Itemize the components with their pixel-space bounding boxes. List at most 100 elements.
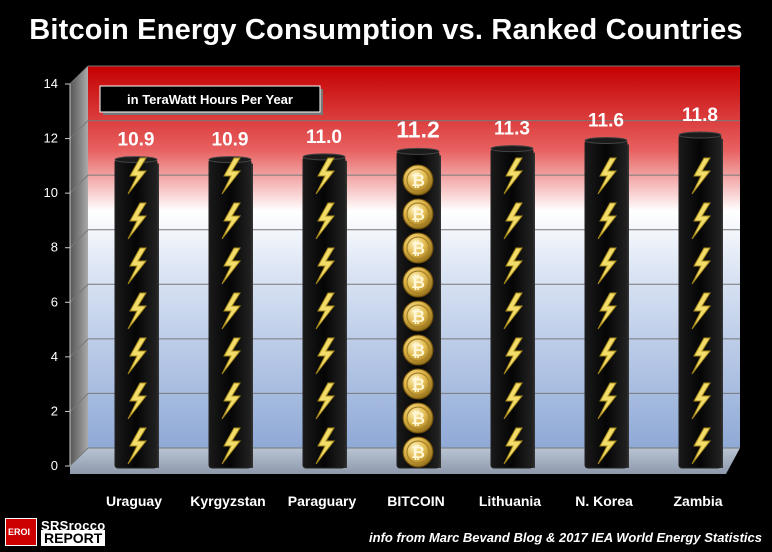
gridline-side bbox=[69, 229, 89, 249]
lightning-bolt-icon bbox=[691, 247, 712, 285]
bitcoin-symbol-icon: ₿ bbox=[411, 307, 425, 327]
lightning-bolt-icon bbox=[221, 202, 242, 240]
bitcoin-coin-ring bbox=[406, 304, 430, 328]
srsrocco-logo: EROI SRSrocco REPORT bbox=[5, 518, 128, 546]
lightning-bolt-icon bbox=[127, 382, 148, 420]
y-tick-label: 0 bbox=[51, 458, 58, 473]
bitcoin-symbol-icon: ₿ bbox=[411, 171, 425, 191]
bitcoin-symbol-icon: ₿ bbox=[411, 239, 425, 259]
logo-line2: REPORT bbox=[41, 530, 106, 546]
y-tick-label: 4 bbox=[51, 349, 58, 364]
gridline-side bbox=[69, 120, 89, 139]
lightning-bolt-icon bbox=[503, 292, 524, 330]
y-tick-label: 10 bbox=[44, 185, 58, 200]
bar-top bbox=[584, 136, 628, 144]
value-label: 11.3 bbox=[494, 119, 530, 140]
category-label: Zambia bbox=[673, 493, 722, 509]
lightning-bolt-icon bbox=[315, 292, 336, 330]
bitcoin-symbol-icon: ₿ bbox=[411, 273, 425, 293]
y-tick-label: 14 bbox=[44, 76, 58, 91]
value-label: 10.9 bbox=[212, 130, 249, 151]
bitcoin-coin-ring bbox=[406, 440, 430, 464]
lightning-bolt-icon bbox=[503, 427, 524, 465]
lightning-bolt-icon bbox=[315, 157, 336, 195]
lightning-bolt-icon bbox=[503, 202, 524, 240]
value-label: 11.2 bbox=[396, 116, 440, 142]
lightning-bolt-icon bbox=[503, 337, 524, 375]
lightning-bolt-icon bbox=[597, 337, 618, 375]
gridline-side bbox=[69, 65, 89, 85]
bitcoin-symbol-icon: ₿ bbox=[411, 443, 425, 463]
side-wall bbox=[70, 66, 88, 466]
bitcoin-coin-ring bbox=[406, 270, 430, 294]
gridline-side bbox=[69, 447, 89, 467]
bar-top bbox=[302, 153, 346, 161]
bitcoin-coin-ring bbox=[406, 168, 430, 192]
eroi-badge: EROI bbox=[5, 518, 37, 546]
bitcoin-coin-ring bbox=[406, 406, 430, 430]
lightning-bolt-icon bbox=[127, 247, 148, 285]
y-tick-label: 2 bbox=[51, 403, 58, 418]
bitcoin-symbol-icon: ₿ bbox=[411, 341, 425, 361]
lightning-bolt-icon bbox=[691, 427, 712, 465]
bitcoin-coin-ring bbox=[406, 372, 430, 396]
category-label: Lithuania bbox=[479, 493, 541, 509]
lightning-bolt-icon bbox=[597, 382, 618, 420]
lightning-bolt-icon bbox=[597, 157, 618, 195]
lightning-bolt-icon bbox=[221, 337, 242, 375]
bar-top bbox=[396, 147, 440, 155]
unit-label: in TeraWatt Hours Per Year bbox=[127, 92, 293, 107]
category-label: N. Korea bbox=[575, 493, 633, 509]
source-note: info from Marc Bevand Blog & 2017 IEA Wo… bbox=[369, 530, 762, 545]
logo-line1: SRSrocco bbox=[41, 518, 106, 533]
bar-top bbox=[114, 156, 158, 164]
y-tick-label: 8 bbox=[51, 240, 58, 255]
lightning-bolt-icon bbox=[221, 427, 242, 465]
lightning-bolt-icon bbox=[597, 292, 618, 330]
lightning-bolt-icon bbox=[691, 337, 712, 375]
lightning-bolt-icon bbox=[503, 157, 524, 195]
lightning-bolt-icon bbox=[221, 292, 242, 330]
lightning-bolt-icon bbox=[221, 157, 242, 195]
chart-title: Bitcoin Energy Consumption vs. Ranked Co… bbox=[29, 14, 743, 46]
category-label: Kyrgyzstan bbox=[190, 493, 265, 509]
y-tick-label: 6 bbox=[51, 294, 58, 309]
lightning-bolt-icon bbox=[315, 247, 336, 285]
bitcoin-symbol-icon: ₿ bbox=[411, 409, 425, 429]
lightning-bolt-icon bbox=[221, 382, 242, 420]
bitcoin-symbol-icon: ₿ bbox=[411, 375, 425, 395]
lightning-bolt-icon bbox=[127, 202, 148, 240]
lightning-bolt-icon bbox=[127, 157, 148, 195]
lightning-bolt-icon bbox=[503, 382, 524, 420]
lightning-bolt-icon bbox=[691, 202, 712, 240]
bitcoin-coin-ring bbox=[406, 236, 430, 260]
lightning-bolt-icon bbox=[597, 427, 618, 465]
lightning-bolt-icon bbox=[127, 427, 148, 465]
category-label: Paraguary bbox=[288, 493, 357, 509]
lightning-bolt-icon bbox=[315, 427, 336, 465]
lightning-bolt-icon bbox=[315, 382, 336, 420]
gridline-side bbox=[69, 393, 89, 412]
lightning-bolt-icon bbox=[127, 292, 148, 330]
lightning-bolt-icon bbox=[503, 247, 524, 285]
bitcoin-coin-ring bbox=[406, 338, 430, 362]
bitcoin-coin-ring bbox=[406, 202, 430, 226]
lightning-bolt-icon bbox=[597, 202, 618, 240]
lightning-bolt-icon bbox=[315, 202, 336, 240]
y-tick-label: 12 bbox=[44, 131, 58, 146]
value-label: 11.0 bbox=[306, 127, 342, 148]
lightning-bolt-icon bbox=[221, 247, 242, 285]
bar-top bbox=[208, 156, 252, 164]
lightning-bolt-icon bbox=[315, 337, 336, 375]
lightning-bolt-icon bbox=[127, 337, 148, 375]
lightning-bolt-icon bbox=[691, 292, 712, 330]
unit-label-box bbox=[99, 85, 321, 113]
value-label: 11.8 bbox=[682, 105, 718, 126]
lightning-bolt-icon bbox=[691, 157, 712, 195]
gridline-side bbox=[69, 174, 89, 194]
eroi-badge-text: EROI bbox=[8, 527, 31, 537]
gridline-side bbox=[69, 283, 89, 303]
bar-top bbox=[678, 131, 722, 139]
category-label: Uraguay bbox=[106, 493, 162, 509]
